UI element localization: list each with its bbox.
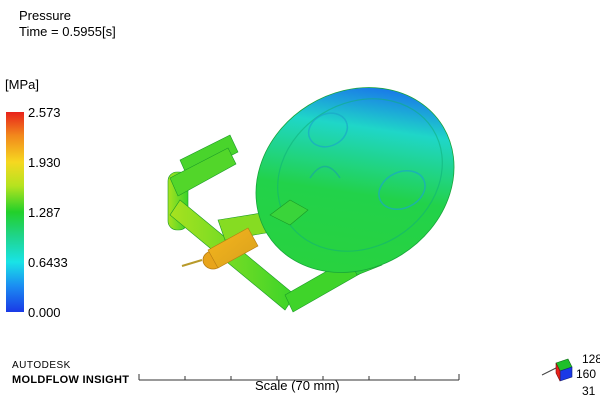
time-readout: Time = 0.5955[s] [19,24,116,39]
scale-bar [138,374,460,381]
triad-y-value: 160 [576,367,597,381]
legend-label-2: 1.930 [28,155,61,170]
result-title: Pressure [19,8,72,23]
axis-triad-icon [541,358,573,382]
legend-label-3: 1.287 [28,205,61,220]
legend-label-4: 0.6433 [28,255,68,270]
sprue [181,227,259,270]
triad-z-value: 31 [582,384,596,398]
legend-color-bar [6,112,24,312]
axis-triad[interactable]: 128 160 31 [540,353,600,400]
legend-label-min: 0.000 [28,305,61,320]
legend-unit: [MPa] [5,77,39,92]
moldflow-insight-brand: MOLDFLOW INSIGHT [12,374,130,386]
scale-label: Scale (70 mm) [255,378,340,393]
legend-label-max: 2.573 [28,105,61,120]
part-body [255,87,455,273]
molded-part-3d-icon[interactable] [150,60,470,325]
autodesk-brand: AUTODESK [12,360,71,371]
triad-x-value: 128 [582,352,600,366]
